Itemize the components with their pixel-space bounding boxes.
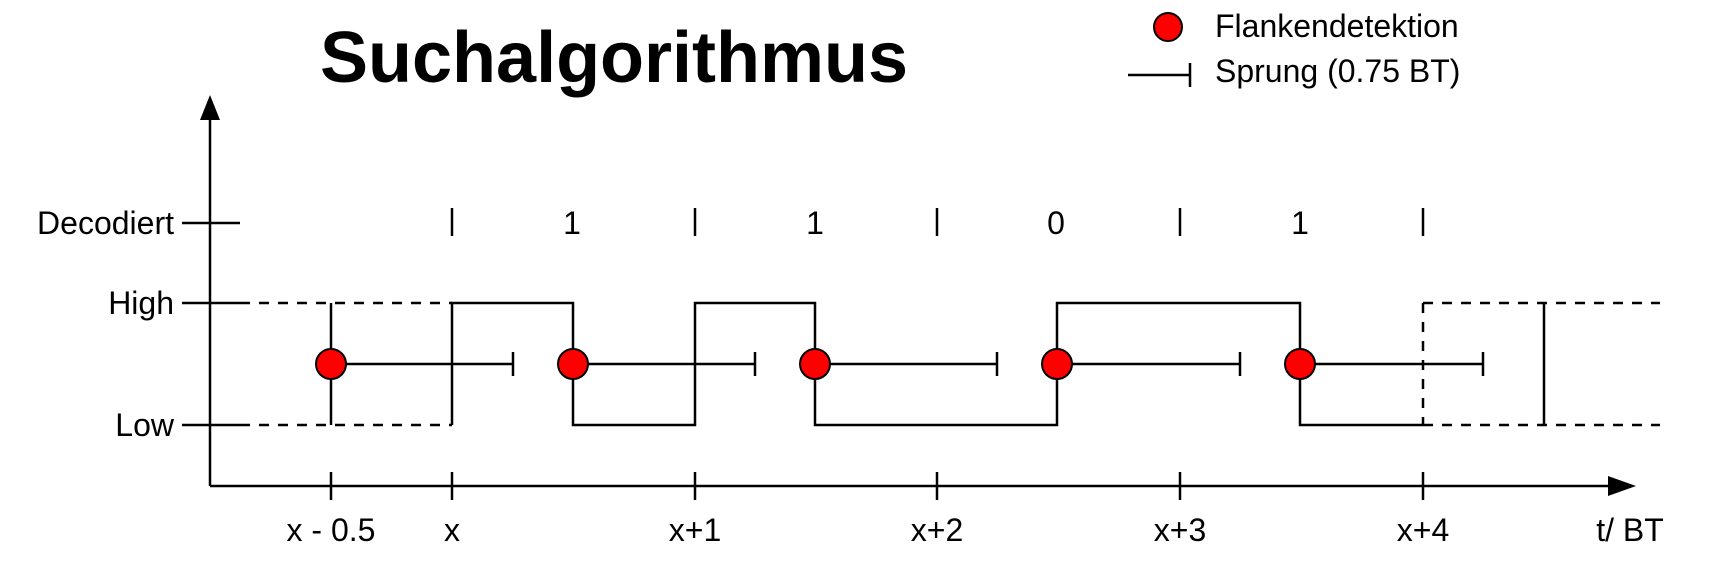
- x-label-x: x: [444, 512, 460, 548]
- left-unknown-region: [240, 301, 452, 427]
- jump-marker: [1300, 352, 1485, 376]
- x-label-x1: x+1: [669, 512, 721, 548]
- manchester-signal: [450, 301, 1423, 427]
- decoded-bit: 1: [806, 205, 824, 241]
- decoded-bit: 1: [563, 205, 581, 241]
- edge-detection-marker: [1284, 348, 1316, 380]
- y-label-decodiert: Decodiert: [37, 205, 174, 241]
- y-label-high: High: [108, 285, 174, 321]
- jump-marker: [331, 352, 515, 376]
- edge-detection-marker: [315, 348, 347, 380]
- legend-jump-marker: [1128, 63, 1192, 87]
- x-label-x3: x+3: [1154, 512, 1206, 548]
- legend-detection-label: Flankendetektion: [1215, 8, 1459, 44]
- x-label-x-minus-half: x - 0.5: [287, 512, 376, 548]
- jump-marker: [815, 352, 999, 376]
- x-axis: [210, 476, 1636, 496]
- legend-detection-marker: [1153, 12, 1183, 42]
- jump-marker: [1057, 352, 1242, 376]
- x-axis-label: t/ BT: [1596, 512, 1664, 548]
- decoded-bit: 0: [1047, 205, 1065, 241]
- jump-marker: [573, 352, 757, 376]
- legend-jump-label: Sprung (0.75 BT): [1215, 53, 1460, 89]
- decoded-bit: 1: [1291, 205, 1309, 241]
- x-label-x2: x+2: [911, 512, 963, 548]
- y-axis: [200, 95, 220, 486]
- edge-detection-marker: [799, 348, 831, 380]
- edge-detection-marker: [557, 348, 589, 380]
- x-label-x4: x+4: [1397, 512, 1449, 548]
- y-label-low: Low: [115, 407, 175, 443]
- edge-detection-marker: [1041, 348, 1073, 380]
- diagram-title: Suchalgorithmus: [320, 18, 908, 98]
